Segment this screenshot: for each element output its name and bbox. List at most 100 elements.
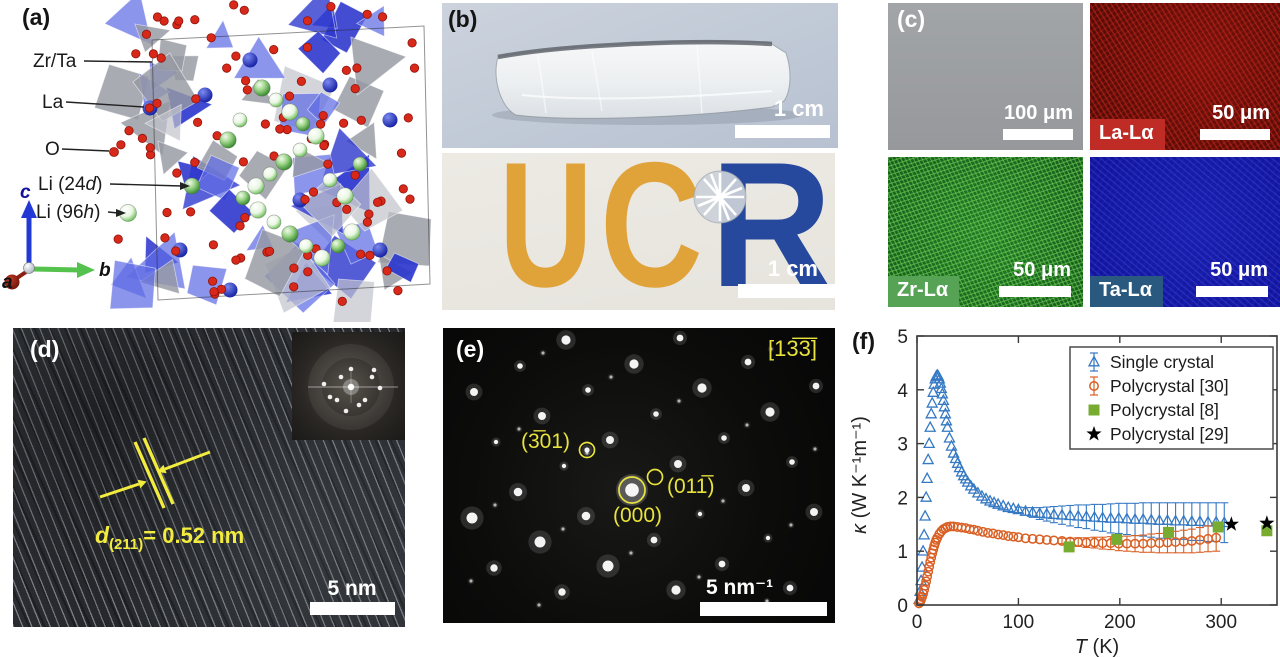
- o-atom: [260, 119, 270, 129]
- data-point-triangle: [916, 544, 930, 556]
- data-point-circle: [924, 561, 935, 572]
- scale-label-zr: 50 μm: [1013, 259, 1071, 281]
- scale-bar-b-top: [735, 125, 830, 138]
- data-point-square: [1063, 541, 1075, 553]
- o-atom: [186, 207, 196, 217]
- o-atom: [124, 126, 134, 136]
- polyhedron: [355, 4, 385, 38]
- li-atom: [262, 166, 278, 182]
- o-atom: [350, 84, 360, 94]
- fft-spot: [362, 397, 368, 403]
- o-atom: [341, 65, 351, 76]
- site-label-o: O: [45, 139, 60, 161]
- o-atom: [407, 38, 417, 48]
- o-atom: [171, 246, 181, 256]
- o-atom: [206, 33, 216, 43]
- data-point-triangle: [1169, 514, 1182, 526]
- la-atom: [222, 282, 238, 298]
- boule-highlight: [521, 90, 773, 100]
- li-atom: [307, 127, 325, 145]
- diffraction-spot: [697, 575, 701, 579]
- chart-generated-content: 0 100 200 300 0 1 2 3 4 5 Single crystal Polycrysta…: [897, 327, 1278, 633]
- o-atom: [302, 42, 312, 53]
- li96-pre: Li (96: [36, 202, 84, 223]
- boule-facets: [537, 44, 703, 114]
- data-point-square: [1212, 521, 1224, 533]
- panel-e-label: (e): [456, 336, 485, 362]
- o-atom: [302, 16, 313, 26]
- legend-label: Single crystal: [1110, 352, 1214, 372]
- o-atom: [350, 170, 360, 180]
- data-point-triangle: [997, 499, 1010, 511]
- label-000: (000): [613, 504, 662, 527]
- diffraction-spot: [789, 523, 793, 527]
- la-atom: [197, 87, 213, 103]
- diffraction-spot: [558, 588, 566, 596]
- li-atom: [352, 156, 368, 172]
- b-axis-arrowhead: [77, 262, 95, 278]
- diffraction-spot: [653, 411, 659, 417]
- diffraction-spot: [466, 512, 478, 524]
- diffraction-spot: [674, 460, 682, 468]
- polyhedron: [139, 258, 181, 295]
- crystal-disc-overlay: [693, 170, 747, 224]
- panel-c-sem-image: (c) 100 μm: [888, 3, 1083, 150]
- diffraction-spot: [606, 436, 614, 444]
- o-atom: [148, 49, 158, 59]
- fft-spot: [334, 397, 340, 403]
- data-point-triangle: [1064, 508, 1077, 521]
- o-atom: [382, 266, 392, 276]
- data-point-circle: [993, 529, 1004, 540]
- o-atom: [372, 197, 383, 207]
- y-axis-label-kappa: κ: [849, 523, 871, 534]
- o-atom: [113, 234, 123, 244]
- li-atom: [247, 177, 265, 195]
- data-point-square: [1261, 525, 1273, 537]
- data-point-triangle: [925, 407, 938, 419]
- scale-bar-e: [700, 602, 827, 616]
- o-atom: [190, 157, 200, 167]
- data-point-star: [1086, 426, 1102, 441]
- data-point-circle: [1027, 533, 1038, 544]
- data-point-triangle: [945, 439, 958, 451]
- o-atom: [356, 115, 366, 125]
- o-atom: [235, 221, 245, 231]
- data-point-triangle: [1128, 512, 1142, 524]
- arrowhead-lower-left: [137, 479, 147, 489]
- fft-diffuse-ring: [308, 344, 394, 430]
- diffraction-spot: [561, 463, 567, 469]
- data-point-square: [1088, 404, 1100, 416]
- legend: Single crystal Polycrystal [30] Polycrysta…: [1069, 346, 1274, 450]
- o-atom: [403, 113, 413, 123]
- a-axis-sphere: [4, 274, 20, 290]
- fft-center-spot: [347, 383, 355, 391]
- diffraction-spot: [744, 358, 752, 366]
- data-point-triangle: [924, 420, 937, 432]
- hrtem-annotations: d(211)= 0.52 nm 5 nm: [95, 332, 405, 615]
- data-point-triangle: [941, 420, 954, 432]
- diffraction-spot: [765, 407, 775, 417]
- polyhedron: [385, 252, 420, 283]
- y-tick-label: 0: [897, 596, 908, 617]
- scale-bar-sem: [1003, 129, 1073, 140]
- data-point-square: [1162, 526, 1174, 538]
- data-point-circle: [1041, 534, 1052, 545]
- data-point-triangle: [935, 381, 948, 394]
- la-atom: [242, 52, 258, 68]
- data-point-triangle: [1012, 503, 1025, 515]
- o-atom: [284, 91, 295, 101]
- diffraction-spot: [676, 334, 684, 342]
- crystal-boule: [495, 41, 791, 119]
- o-atom: [239, 5, 249, 15]
- y-tick-label: 1: [897, 542, 908, 563]
- scale-label-b-top: 1 cm: [773, 96, 824, 121]
- o-atom: [109, 147, 119, 157]
- fft-inset: [292, 332, 405, 440]
- data-point-triangle: [1161, 513, 1174, 525]
- scale-label-ta: 50 μm: [1210, 259, 1268, 281]
- data-point-triangle: [1137, 512, 1150, 524]
- scale-label-b-bottom: 1 cm: [767, 256, 818, 281]
- o-atom: [362, 217, 372, 227]
- d-spacing-value: = 0.52 nm: [143, 523, 244, 548]
